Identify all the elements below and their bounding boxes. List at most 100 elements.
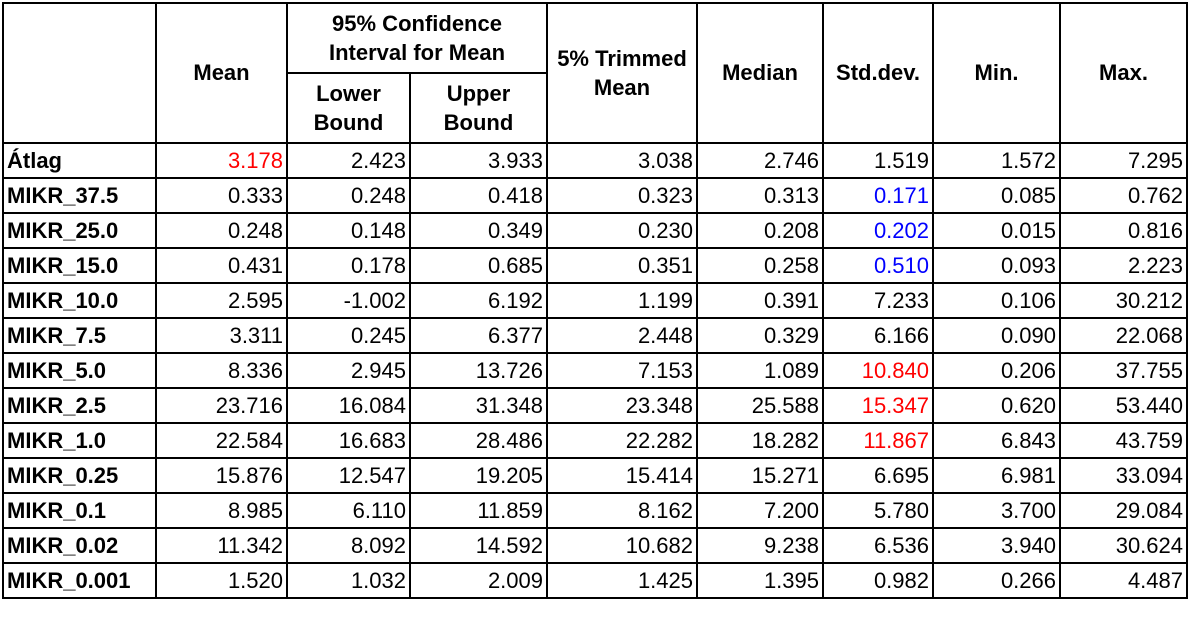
table-row: MIKR_2.5 23.716 16.084 31.348 23.348 25.588 15… [2,387,1188,424]
cell-std: 6.536 [822,527,934,564]
cell-trimmed: 1.199 [546,282,698,319]
header-lower-bound: Lower Bound [286,72,411,144]
cell-median: 2.746 [696,142,824,179]
cell-median: 0.329 [696,317,824,354]
cell-mean: 3.311 [155,317,288,354]
cell-max: 30.624 [1059,527,1188,564]
cell-mean: 23.716 [155,387,288,424]
cell-min: 0.266 [932,562,1061,599]
cell-trimmed: 1.425 [546,562,698,599]
cell-mean: 22.584 [155,422,288,459]
cell-max: 29.084 [1059,492,1188,529]
table-body: Átlag 3.178 2.423 3.933 3.038 2.746 1.519 1.572… [2,142,1188,599]
table-row: MIKR_0.1 8.985 6.110 11.859 8.162 7.200 5.780 3… [2,492,1188,529]
cell-upper: 31.348 [409,387,548,424]
cell-max: 43.759 [1059,422,1188,459]
cell-lower: 0.248 [286,177,411,214]
cell-min: 0.106 [932,282,1061,319]
cell-median: 25.588 [696,387,824,424]
cell-trimmed: 0.351 [546,247,698,284]
row-label: MIKR_0.001 [2,562,157,599]
table-row: MIKR_1.0 22.584 16.683 28.486 22.282 18.282 11… [2,422,1188,459]
cell-max: 0.762 [1059,177,1188,214]
cell-min: 3.940 [932,527,1061,564]
cell-max: 7.295 [1059,142,1188,179]
row-label: MIKR_0.25 [2,457,157,494]
row-label: MIKR_25.0 [2,212,157,249]
table-row: MIKR_7.5 3.311 0.245 6.377 2.448 0.329 6.166 0.… [2,317,1188,354]
cell-trimmed: 7.153 [546,352,698,389]
row-label: MIKR_2.5 [2,387,157,424]
table-header: Mean 95% Confidence Interval for Mean 5%… [2,2,1188,144]
cell-max: 33.094 [1059,457,1188,494]
cell-max: 4.487 [1059,562,1188,599]
header-min: Min. [932,2,1061,144]
table-row: MIKR_15.0 0.431 0.178 0.685 0.351 0.258 0.510 0… [2,247,1188,284]
table-row: MIKR_0.02 11.342 8.092 14.592 10.682 9.238 6.5… [2,527,1188,564]
cell-trimmed: 22.282 [546,422,698,459]
cell-lower: 0.148 [286,212,411,249]
cell-std: 11.867 [822,422,934,459]
row-label: MIKR_0.1 [2,492,157,529]
cell-std: 6.695 [822,457,934,494]
cell-mean: 3.178 [155,142,288,179]
cell-upper: 0.418 [409,177,548,214]
cell-upper: 6.377 [409,317,548,354]
table-row: MIKR_0.25 15.876 12.547 19.205 15.414 15.271 6… [2,457,1188,494]
cell-upper: 0.685 [409,247,548,284]
cell-min: 6.843 [932,422,1061,459]
cell-trimmed: 0.230 [546,212,698,249]
cell-min: 0.620 [932,387,1061,424]
cell-std: 6.166 [822,317,934,354]
cell-upper: 2.009 [409,562,548,599]
cell-lower: -1.002 [286,282,411,319]
cell-lower: 1.032 [286,562,411,599]
cell-median: 18.282 [696,422,824,459]
cell-max: 22.068 [1059,317,1188,354]
cell-min: 6.981 [932,457,1061,494]
cell-upper: 0.349 [409,212,548,249]
cell-mean: 0.431 [155,247,288,284]
cell-median: 0.313 [696,177,824,214]
header-upper-bound: Upper Bound [409,72,548,144]
cell-mean: 0.248 [155,212,288,249]
cell-upper: 14.592 [409,527,548,564]
cell-lower: 0.178 [286,247,411,284]
cell-upper: 13.726 [409,352,548,389]
cell-std: 0.510 [822,247,934,284]
table-row: MIKR_37.5 0.333 0.248 0.418 0.323 0.313 0.171 0… [2,177,1188,214]
cell-lower: 16.683 [286,422,411,459]
cell-std: 5.780 [822,492,934,529]
header-mean: Mean [155,2,288,144]
header-max: Max. [1059,2,1188,144]
cell-upper: 6.192 [409,282,548,319]
row-label: MIKR_15.0 [2,247,157,284]
cell-min: 1.572 [932,142,1061,179]
cell-std: 0.171 [822,177,934,214]
cell-min: 0.093 [932,247,1061,284]
cell-max: 2.223 [1059,247,1188,284]
header-std-dev: Std.dev. [822,2,934,144]
cell-median: 0.208 [696,212,824,249]
cell-trimmed: 0.323 [546,177,698,214]
cell-lower: 6.110 [286,492,411,529]
cell-mean: 15.876 [155,457,288,494]
cell-std: 7.233 [822,282,934,319]
cell-trimmed: 2.448 [546,317,698,354]
cell-trimmed: 23.348 [546,387,698,424]
cell-std: 10.840 [822,352,934,389]
cell-trimmed: 10.682 [546,527,698,564]
cell-upper: 19.205 [409,457,548,494]
cell-median: 9.238 [696,527,824,564]
statistics-table: Mean 95% Confidence Interval for Mean 5%… [2,2,1188,599]
row-label: MIKR_7.5 [2,317,157,354]
cell-mean: 2.595 [155,282,288,319]
row-label: MIKR_0.02 [2,527,157,564]
cell-upper: 3.933 [409,142,548,179]
cell-trimmed: 8.162 [546,492,698,529]
cell-lower: 12.547 [286,457,411,494]
header-confidence-interval: 95% Confidence Interval for Mean [286,2,548,74]
cell-max: 30.212 [1059,282,1188,319]
cell-mean: 0.333 [155,177,288,214]
cell-std: 0.982 [822,562,934,599]
